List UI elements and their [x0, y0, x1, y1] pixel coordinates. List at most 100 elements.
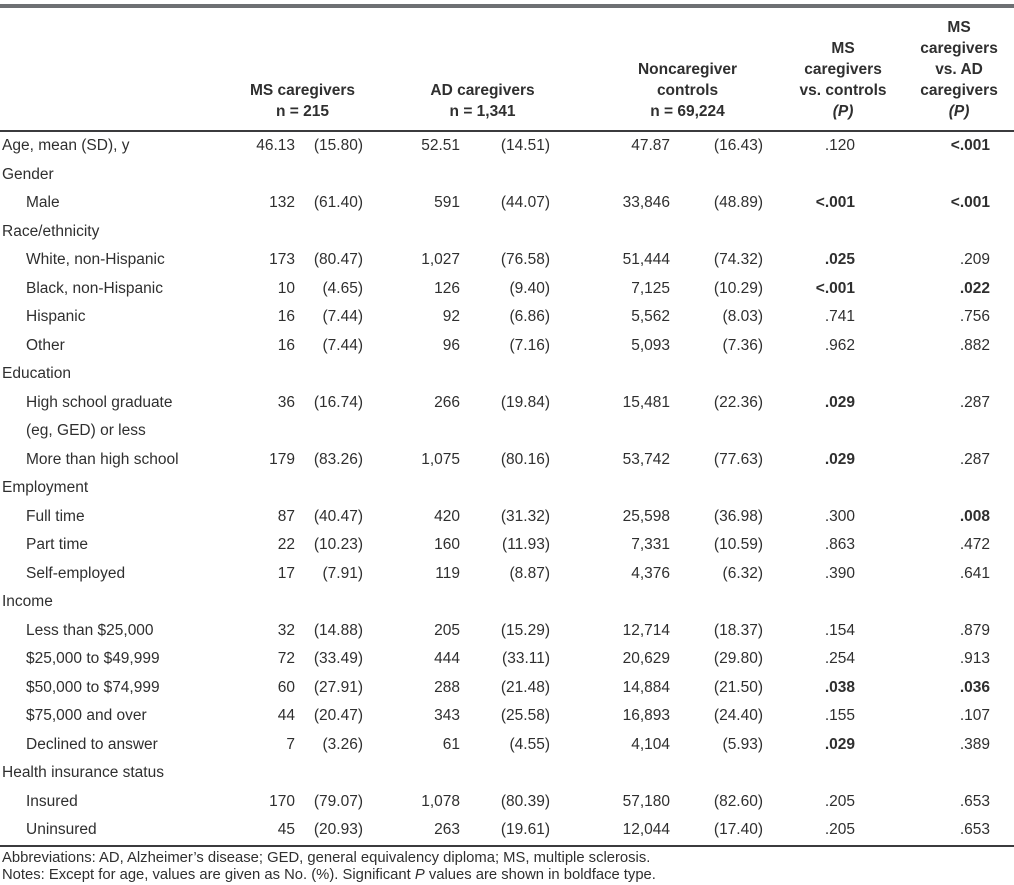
table-row: $50,000 to $74,999 60 (27.91) 288 (21.48) 14,…: [0, 674, 1014, 703]
ad-count: 119: [435, 564, 460, 582]
section-row: Gender: [0, 161, 1014, 190]
control-percent: (6.32): [722, 564, 764, 582]
section-label: Employment: [2, 479, 89, 496]
p-ms-vs-ad: .653: [959, 821, 991, 838]
ms-percent: (80.47): [313, 251, 363, 268]
p-ms-vs-controls: .205: [824, 821, 856, 838]
control-count: 51,444: [622, 251, 671, 268]
ad-percent: (76.58): [500, 251, 551, 268]
p-symbol: (P): [948, 103, 970, 120]
row-label: White, non-Hispanic: [26, 251, 165, 268]
ad-percent: (33.11): [502, 650, 551, 667]
control-percent: (74.32): [713, 251, 764, 268]
p-ms-vs-controls: .863: [824, 536, 856, 553]
p-ms-vs-controls: .962: [824, 336, 856, 354]
p-ms-vs-controls: .154: [824, 621, 856, 639]
ad-count: 160: [434, 536, 460, 553]
row-label: $75,000 and over: [26, 707, 147, 724]
section-label: Income: [2, 593, 53, 610]
ad-percent: (44.07): [500, 194, 551, 211]
control-percent: (24.40): [713, 707, 764, 724]
ms-count: 132: [269, 194, 295, 211]
header-ms-vs-ad-caregivers-label: MS caregivers vs. AD caregivers (P): [899, 17, 1014, 122]
table-body: Age, mean (SD), y 46.13 (15.80) 52.51 (14.51…: [0, 131, 1014, 846]
row-label: Other: [26, 336, 65, 354]
ad-percent: (31.32): [500, 507, 551, 525]
ad-count: 343: [434, 707, 460, 724]
control-percent: (82.60): [713, 792, 764, 810]
row-label: Part time: [26, 536, 89, 553]
p-ms-vs-ad: .022: [959, 279, 991, 297]
control-percent: (77.63): [713, 450, 764, 468]
control-percent: (36.98): [713, 507, 764, 525]
table-row: Self-employed 17 (7.91) 119 (8.87) 4,376 (6.32…: [0, 560, 1014, 589]
control-count: 53,742: [622, 450, 671, 468]
control-count: 7,331: [631, 536, 671, 553]
ms-count: 44: [277, 707, 295, 724]
p-ms-vs-ad: <.001: [950, 194, 991, 211]
ad-count: 288: [434, 678, 460, 696]
control-count: 16,893: [622, 707, 671, 724]
ms-percent: (4.65): [322, 279, 364, 297]
ms-percent: (7.44): [322, 336, 364, 354]
p-ms-vs-ad: .287: [959, 450, 991, 468]
p-ms-vs-ad: .879: [959, 621, 991, 639]
section-row: Education: [0, 360, 1014, 389]
table-row: Black, non-Hispanic 10 (4.65) 126 (9.40) 7,12…: [0, 275, 1014, 304]
ad-percent: (21.48): [500, 678, 551, 696]
row-label: Male: [26, 194, 60, 211]
p-ms-vs-ad: .756: [959, 308, 991, 325]
control-percent: (22.36): [713, 393, 764, 411]
section-row: Income: [0, 588, 1014, 617]
ms-percent: (3.26): [322, 735, 364, 753]
control-count: 57,180: [622, 792, 671, 810]
control-percent: (5.93): [722, 735, 764, 753]
ad-percent: (6.86): [509, 308, 551, 325]
ms-count: 60: [277, 678, 295, 696]
ad-count: 61: [442, 735, 460, 753]
table-row: White, non-Hispanic 173 (80.47) 1,027 (76.58…: [0, 246, 1014, 275]
ms-count: 16: [277, 308, 295, 325]
ms-percent: (16.74): [313, 393, 363, 411]
header-ms-caregivers-label: MS caregivers n = 215: [249, 82, 356, 120]
p-ms-vs-ad: .036: [959, 678, 991, 696]
control-count: 12,714: [622, 621, 671, 639]
abbreviations-note: Abbreviations: AD, Alzheimer’s disease; …: [2, 849, 651, 866]
ms-percent: (27.91): [313, 678, 363, 696]
p-ms-vs-ad: .472: [959, 536, 991, 553]
row-label: Less than $25,000: [26, 621, 154, 639]
p-ms-vs-controls: <.001: [815, 194, 856, 211]
ad-percent: (4.55): [509, 735, 551, 753]
ad-percent: (25.58): [500, 707, 551, 724]
p-ms-vs-controls: .390: [824, 564, 856, 582]
table-row: $75,000 and over 44 (20.47) 343 (25.58) 16,89…: [0, 702, 1014, 731]
ad-percent: (80.39): [500, 792, 551, 810]
control-percent: (8.03): [722, 308, 764, 325]
row-label: Black, non-Hispanic: [26, 279, 163, 297]
ms-percent: (33.49): [313, 650, 363, 667]
header-noncaregiver-controls: Noncaregiver controls n = 69,224: [552, 8, 766, 132]
p-ms-vs-ad: .287: [959, 393, 991, 411]
ad-count: 266: [434, 393, 460, 411]
ad-count: 205: [434, 621, 460, 639]
ad-count: 92: [442, 308, 460, 325]
ad-percent: (19.84): [500, 393, 551, 411]
table-top-rule: [0, 4, 1014, 8]
ms-count: 7: [286, 735, 295, 753]
ad-percent: (80.16): [500, 450, 551, 468]
row-label: $50,000 to $74,999: [26, 678, 160, 696]
footnotes: Abbreviations: AD, Alzheimer’s disease; …: [0, 850, 1014, 885]
p-ms-vs-ad: .389: [959, 735, 991, 753]
row-label: Self-employed: [26, 564, 126, 582]
ms-count: 17: [277, 564, 295, 582]
header-ms-caregivers: MS caregivers n = 215: [240, 8, 365, 132]
table-row: Full time 87 (40.47) 420 (31.32) 25,598 (36.98…: [0, 503, 1014, 532]
row-label: Hispanic: [26, 308, 86, 325]
ad-percent: (8.87): [509, 564, 551, 582]
ms-count: 45: [277, 821, 295, 838]
p-ms-vs-ad: .107: [959, 707, 991, 724]
p-ms-vs-controls: .029: [824, 450, 856, 468]
control-count: 5,093: [631, 336, 671, 354]
section-label: Health insurance status: [2, 764, 164, 781]
p-ms-vs-controls: .038: [824, 678, 856, 696]
